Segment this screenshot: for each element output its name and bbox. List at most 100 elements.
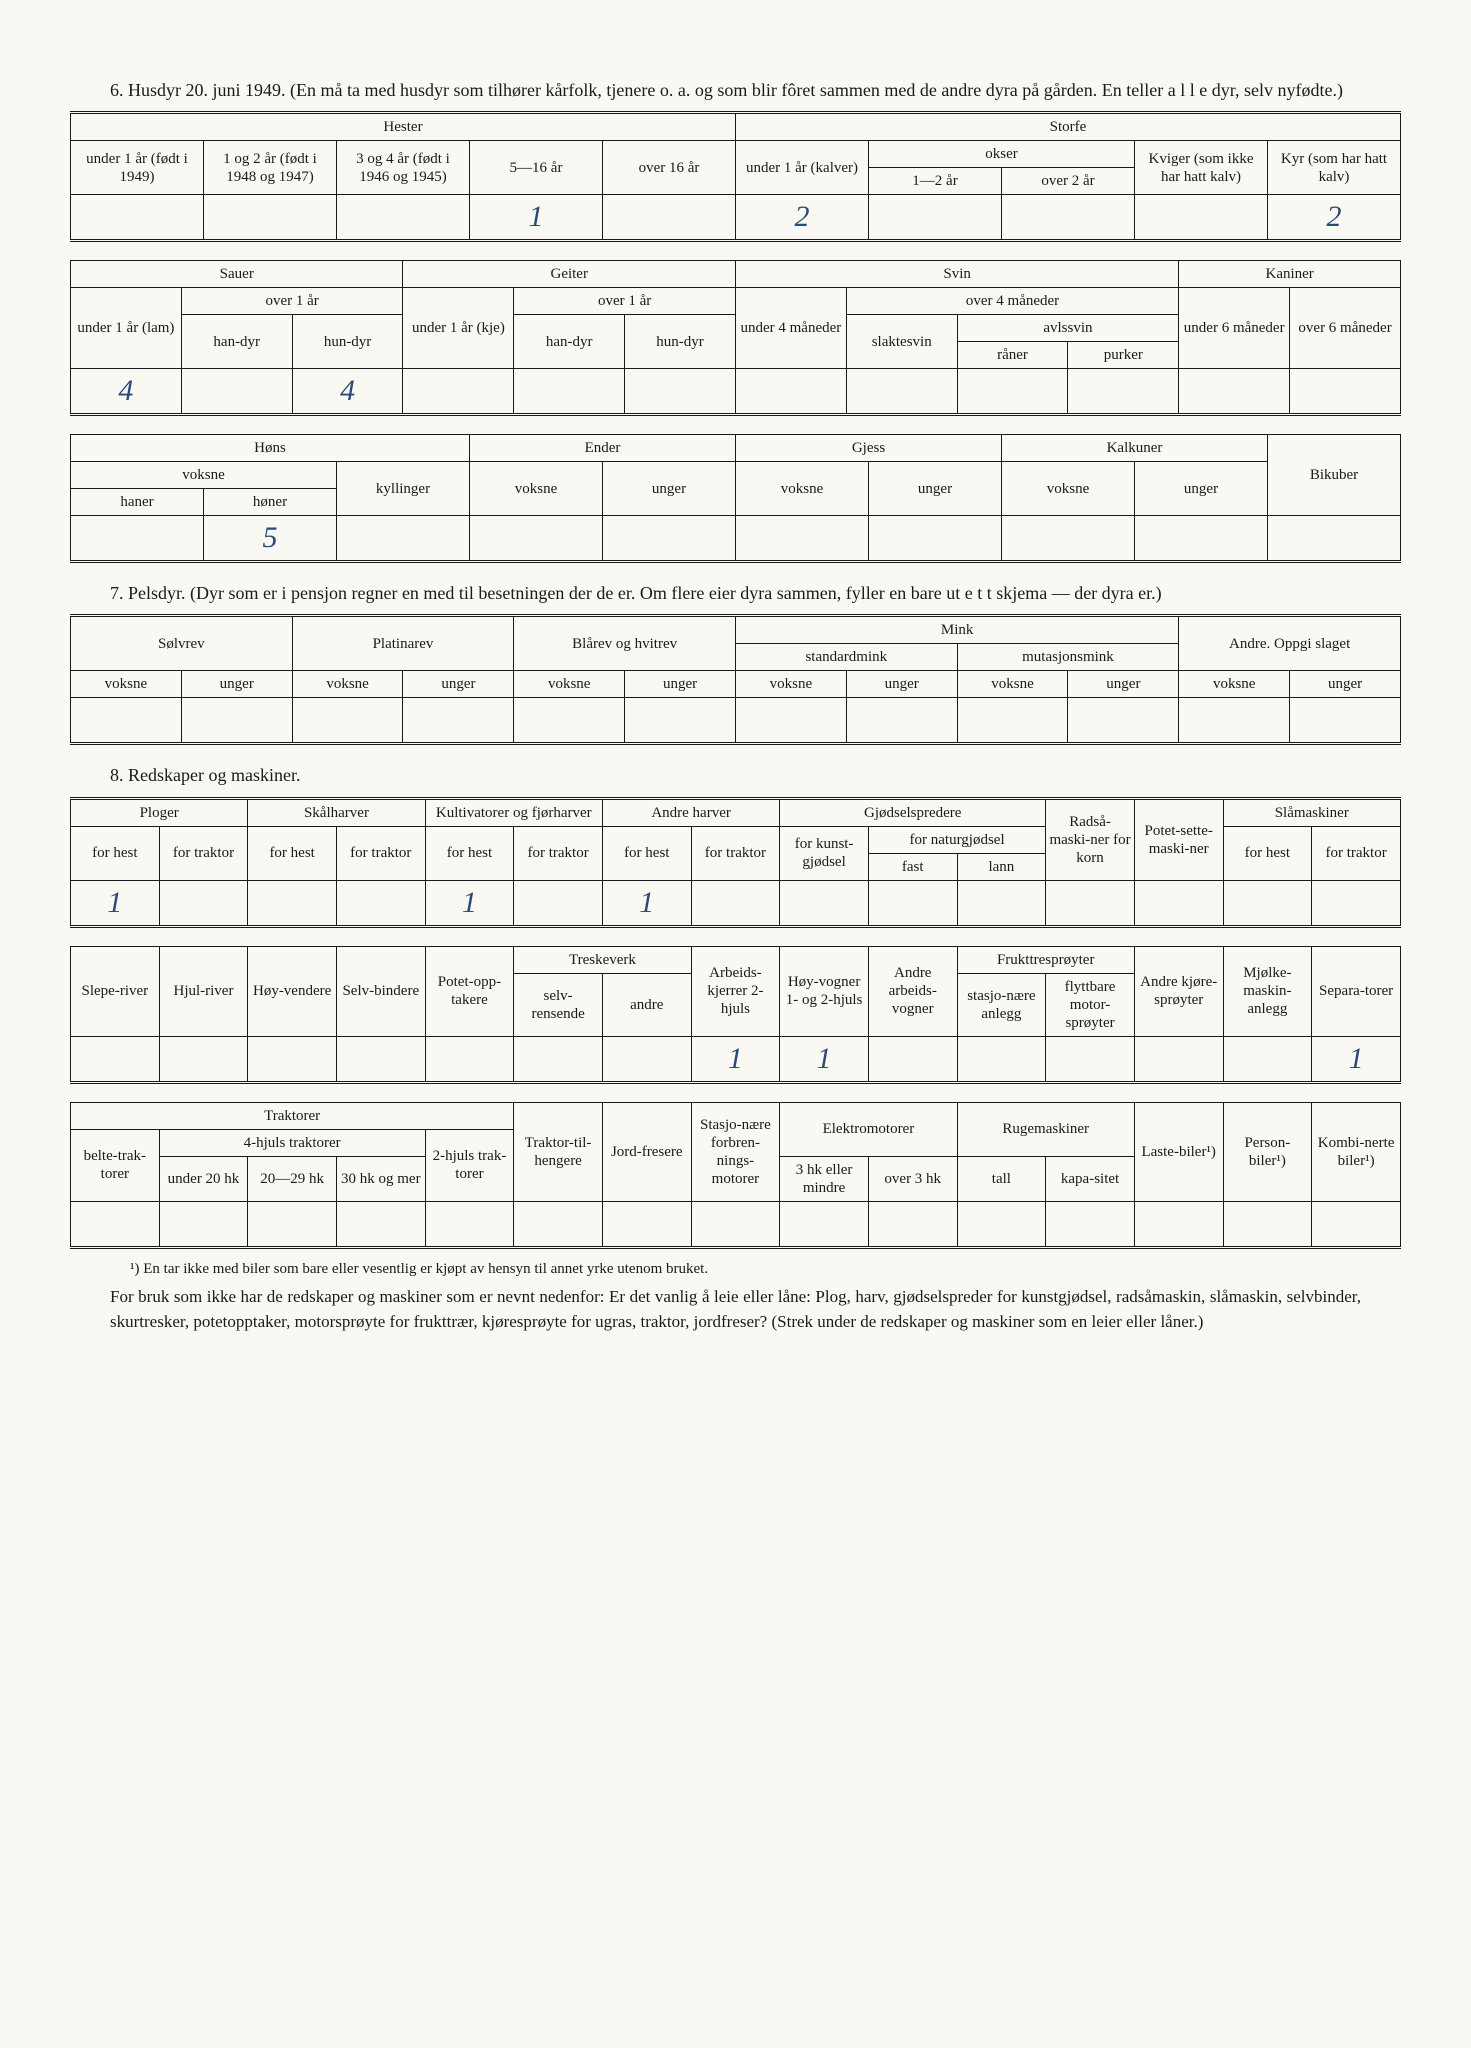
th: hun-dyr — [625, 315, 736, 369]
cell — [625, 369, 736, 415]
cell — [1068, 698, 1179, 744]
th: hun-dyr — [292, 315, 403, 369]
cell — [1135, 516, 1268, 562]
th: Hjul-river — [159, 946, 248, 1036]
th: Bikuber — [1268, 435, 1401, 516]
th: for hest — [71, 826, 160, 880]
section6-title: 6. Husdyr 20. juni 1949. (En må ta med h… — [110, 78, 1401, 103]
th: kyllinger — [337, 462, 470, 516]
th: Platinarev — [292, 616, 514, 671]
th: høner — [204, 489, 337, 516]
cell — [846, 369, 957, 415]
th: voksne — [292, 671, 403, 698]
th: under 1 år (kje) — [403, 288, 514, 369]
th: haner — [71, 489, 204, 516]
th: 1—2 år — [869, 168, 1002, 195]
cell: 1 — [691, 1036, 780, 1082]
th: voksne — [71, 462, 337, 489]
th: under 6 måneder — [1179, 288, 1290, 369]
cell: 2 — [736, 195, 869, 241]
th: voksne — [470, 462, 603, 516]
th: Kyr (som har hatt kalv) — [1268, 141, 1401, 195]
th: Skålharver — [248, 798, 425, 826]
th: under 1 år (kalver) — [736, 141, 869, 195]
cell — [71, 698, 182, 744]
cell — [204, 195, 337, 241]
th: 1 og 2 år (født i 1948 og 1947) — [204, 141, 337, 195]
th: andre — [602, 973, 691, 1036]
cell — [514, 369, 625, 415]
th: under 1 år (lam) — [71, 288, 182, 369]
th: Slåmaskiner — [1223, 798, 1400, 826]
th: Andre. Oppgi slaget — [1179, 616, 1401, 671]
th: for hest — [248, 826, 337, 880]
section7-title: 7. Pelsdyr. (Dyr som er i pensjon regner… — [110, 581, 1401, 606]
cell — [1179, 369, 1290, 415]
th: for traktor — [691, 826, 780, 880]
th: unger — [403, 671, 514, 698]
cell — [292, 698, 403, 744]
table-hester-storfe: Hester Storfe under 1 år (født i 1949) 1… — [70, 111, 1401, 242]
th: Jord-fresere — [602, 1102, 691, 1201]
th: Mink — [735, 616, 1178, 644]
th: lann — [957, 853, 1046, 880]
cell: 4 — [71, 369, 182, 415]
table-redskaper-3: Traktorer Traktor-til-hengere Jord-frese… — [70, 1102, 1401, 1249]
th: 5—16 år — [470, 141, 603, 195]
th: 20—29 hk — [248, 1156, 337, 1201]
cell: 1 — [1312, 1036, 1401, 1082]
th: Elektromotorer — [780, 1102, 957, 1156]
th: tall — [957, 1156, 1046, 1201]
th: Potet-sette-maski-ner — [1134, 798, 1223, 880]
cell — [71, 195, 204, 241]
cell: 1 — [425, 880, 514, 926]
th: Kultivatorer og fjørharver — [425, 798, 602, 826]
th: unger — [1068, 671, 1179, 698]
table-redskaper-2: Slepe-river Hjul-river Høy-vendere Selv-… — [70, 946, 1401, 1084]
table-sauer: Sauer Geiter Svin Kaniner under 1 år (la… — [70, 260, 1401, 416]
th: unger — [1290, 671, 1401, 698]
th: Andre harver — [602, 798, 779, 826]
th: Selv-bindere — [336, 946, 425, 1036]
th: 2-hjuls trak-torer — [425, 1129, 514, 1201]
th: råner — [957, 342, 1068, 369]
th: avlssvin — [957, 315, 1179, 342]
th: han-dyr — [181, 315, 292, 369]
th: purker — [1068, 342, 1179, 369]
th: Person-biler¹) — [1223, 1102, 1312, 1201]
cell — [337, 195, 470, 241]
th: Blårev og hvitrev — [514, 616, 736, 671]
th: 30 hk og mer — [336, 1156, 425, 1201]
th: under 20 hk — [159, 1156, 248, 1201]
th: 3 hk eller mindre — [780, 1156, 869, 1201]
cell — [735, 369, 846, 415]
cell: 1 — [71, 880, 160, 926]
th: voksne — [957, 671, 1068, 698]
th-hester: Hester — [71, 113, 736, 141]
cell — [337, 516, 470, 562]
th: Høy-vendere — [248, 946, 337, 1036]
cell — [181, 698, 292, 744]
cell: 1 — [470, 195, 603, 241]
footnote: ¹) En tar ikke med biler som bare eller … — [130, 1261, 1401, 1278]
th: Høy-vogner 1- og 2-hjuls — [780, 946, 869, 1036]
th: over 1 år — [181, 288, 403, 315]
th: Sauer — [71, 261, 403, 288]
th: voksne — [1179, 671, 1290, 698]
th: Svin — [735, 261, 1178, 288]
th: Frukttresprøyter — [957, 946, 1134, 973]
th: for kunst-gjødsel — [780, 826, 869, 880]
th: Stasjo-nære forbren-nings-motorer — [691, 1102, 780, 1201]
bottom-text: For bruk som ikke har de redskaper og ma… — [110, 1284, 1361, 1335]
th: over 3 hk — [868, 1156, 957, 1201]
th: Potet-opp-takere — [425, 946, 514, 1036]
th: for naturgjødsel — [868, 826, 1045, 853]
th: Traktor-til-hengere — [514, 1102, 603, 1201]
cell — [736, 516, 869, 562]
th: Arbeids-kjerrer 2-hjuls — [691, 946, 780, 1036]
cell — [1135, 195, 1268, 241]
th: voksne — [514, 671, 625, 698]
th: for hest — [425, 826, 514, 880]
th: Ploger — [71, 798, 248, 826]
th: for traktor — [159, 826, 248, 880]
